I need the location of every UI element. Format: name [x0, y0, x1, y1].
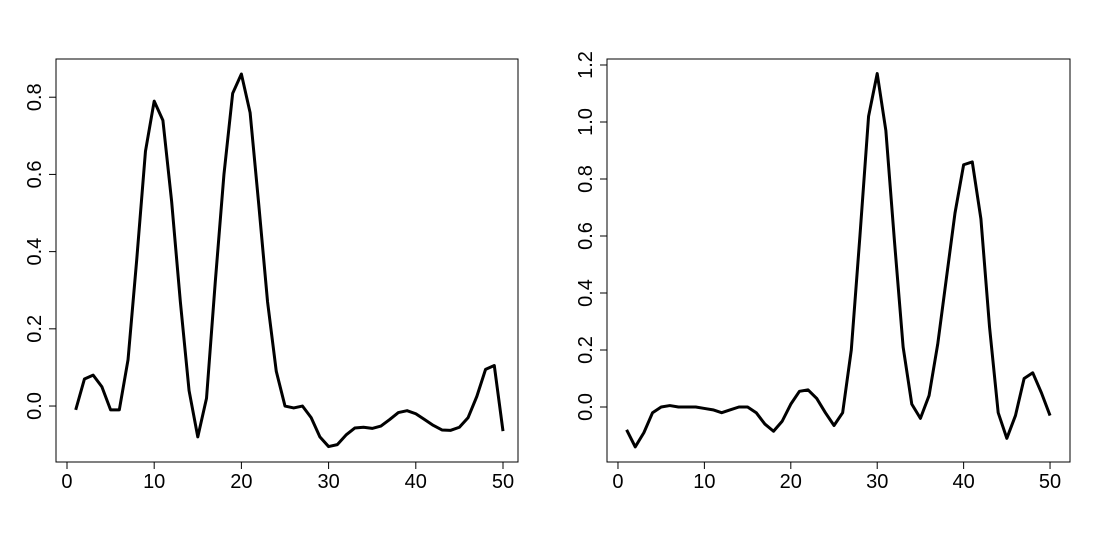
x-tick-label: 30	[866, 471, 888, 493]
y-tick-label: 0.6	[575, 222, 597, 250]
y-tick-label: 0.6	[24, 161, 46, 189]
x-tick-label: 10	[693, 471, 715, 493]
y-tick-label: 0.8	[575, 165, 597, 193]
y-tick-label: 0.4	[575, 279, 597, 307]
y-tick-label: 0.4	[24, 238, 46, 266]
x-tick-label: 30	[317, 471, 339, 493]
y-tick-label: 0.8	[24, 83, 46, 111]
plot-frame	[606, 58, 1071, 463]
y-tick-label: 0.2	[575, 336, 597, 364]
data-line	[74, 72, 505, 449]
x-tick-label: 40	[405, 471, 427, 493]
data-line	[625, 72, 1052, 449]
x-tick-label: 40	[953, 471, 975, 493]
x-tick-label: 0	[61, 471, 72, 493]
plot-frame	[55, 58, 519, 463]
y-tick-label: 0.2	[24, 315, 46, 343]
y-tick-label: 1.2	[575, 51, 597, 79]
x-tick-label: 10	[143, 471, 165, 493]
x-tick-label: 20	[780, 471, 802, 493]
x-tick-label: 50	[1039, 471, 1061, 493]
y-tick-label: 0.0	[575, 393, 597, 421]
x-tick-label: 50	[492, 471, 514, 493]
y-tick-label: 1.0	[575, 108, 597, 136]
y-tick-label: 0.0	[24, 392, 46, 420]
x-tick-label: 20	[230, 471, 252, 493]
x-tick-label: 0	[612, 471, 623, 493]
